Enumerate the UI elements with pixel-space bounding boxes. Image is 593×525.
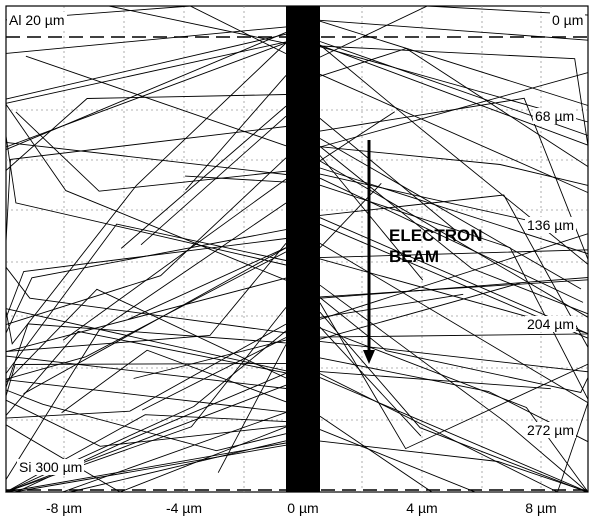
electron-trajectory <box>319 233 589 403</box>
x-tick-label: -4 µm <box>165 500 203 516</box>
electron-trajectory <box>319 440 589 493</box>
electron-trajectory <box>319 118 456 231</box>
scattered-trajectories <box>5 5 589 493</box>
electron-trajectory <box>319 327 589 493</box>
electron-trajectory <box>5 42 287 148</box>
electron-trajectory <box>319 357 589 474</box>
electron-trajectory <box>5 157 287 326</box>
electron-trajectory <box>5 33 287 100</box>
electron-trajectory <box>319 48 589 300</box>
electron-trajectory <box>319 97 589 260</box>
electron-trajectory <box>5 5 287 55</box>
x-tick-label: 4 µm <box>406 500 438 516</box>
electron-trajectory <box>5 180 287 334</box>
electron-trajectory <box>5 26 287 54</box>
electron-trajectory <box>5 238 287 410</box>
electron-trajectory <box>319 155 424 281</box>
electron-trajectory <box>5 323 287 388</box>
electron-trajectory <box>25 55 287 147</box>
x-tick-label: 0 µm <box>287 500 319 516</box>
electron-trajectory <box>319 45 589 146</box>
electron-trajectory <box>319 177 584 303</box>
depth-label: 0 µm <box>550 12 586 28</box>
electron-trajectory <box>5 223 287 374</box>
x-tick-label: -8 µm <box>45 500 83 516</box>
beam-core <box>286 6 320 492</box>
beam-label-line-1: ELECTRON <box>389 226 483 245</box>
electron-trajectory <box>319 217 589 335</box>
electron-trajectory <box>319 146 589 186</box>
electron-trajectory <box>319 5 589 58</box>
electron-trajectory <box>319 326 422 437</box>
electron-trajectory <box>319 44 589 146</box>
electron-trajectory <box>319 44 589 266</box>
electron-trajectory <box>15 111 287 192</box>
electron-trajectory <box>319 194 589 348</box>
electron-trajectory <box>319 377 589 493</box>
electron-trajectory <box>62 178 287 341</box>
electron-trajectory <box>9 5 287 44</box>
electron-trajectory <box>319 293 464 318</box>
depth-label: 136 µm <box>525 217 576 233</box>
electron-trajectory <box>5 94 287 171</box>
electron-trajectory <box>217 344 287 473</box>
electron-trajectory <box>5 442 287 493</box>
x-tick-label: 8 µm <box>525 500 557 516</box>
electron-trajectory <box>319 297 589 394</box>
electron-trajectory <box>185 175 287 183</box>
electron-trajectory <box>319 302 589 450</box>
electron-trajectory <box>5 135 287 266</box>
electron-trajectory <box>5 141 287 175</box>
electron-trajectory <box>319 415 588 493</box>
electron-trajectory <box>6 411 287 493</box>
electron-trajectory <box>319 243 589 413</box>
electron-trajectory <box>5 389 287 452</box>
electron-trajectory <box>5 235 287 353</box>
electron-trajectory <box>23 247 287 395</box>
top-layer-label: Al 20 µm <box>7 12 67 28</box>
depth-label: 68 µm <box>533 108 577 124</box>
beam-label-line-2: BEAM <box>389 247 440 266</box>
electron-trajectory <box>5 202 287 480</box>
electron-trajectory <box>319 282 521 340</box>
electron-trajectory <box>185 75 287 191</box>
electron-trajectory <box>61 349 287 414</box>
depth-label: 204 µm <box>525 316 576 332</box>
bottom-layer-label: Si 300 µm <box>17 459 85 475</box>
arrow-head-icon <box>363 350 375 364</box>
electron-trajectory <box>319 279 589 298</box>
electron-trajectory <box>5 330 287 493</box>
electron-trajectory <box>5 20 287 281</box>
electron-trajectory <box>319 371 551 390</box>
electron-trajectory <box>5 126 287 242</box>
depth-label: 272 µm <box>525 422 576 438</box>
electron-trajectory <box>5 41 287 104</box>
electron-trajectory <box>128 247 287 320</box>
electron-trajectory <box>140 115 287 246</box>
electron-trajectory <box>5 288 287 383</box>
electron-trajectory <box>120 105 287 249</box>
electron-trajectory <box>141 337 287 411</box>
electron-trajectory <box>319 20 589 106</box>
electron-trajectory <box>5 42 287 345</box>
electron-trajectory <box>319 182 382 249</box>
electron-trajectory <box>133 339 287 379</box>
electron-trajectory <box>319 138 582 290</box>
